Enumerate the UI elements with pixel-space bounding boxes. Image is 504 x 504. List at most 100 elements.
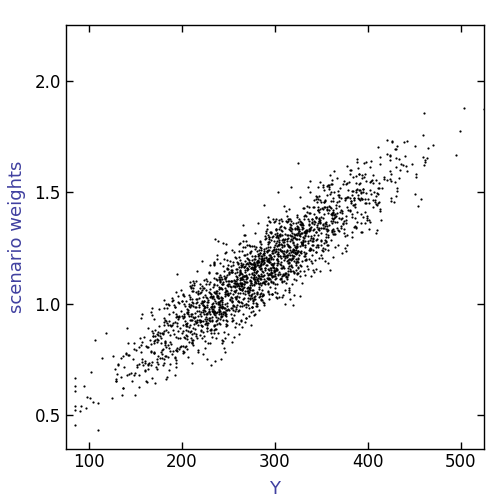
Point [278, 243, 286, 251]
Point [336, 193, 344, 201]
Point [325, 206, 333, 214]
Point [250, 271, 259, 279]
Point [139, 360, 147, 368]
Point [310, 210, 319, 218]
Point [112, 377, 120, 385]
Point [250, 229, 259, 237]
Point [257, 273, 265, 281]
Point [289, 267, 297, 275]
Point [289, 219, 297, 227]
Point [305, 209, 313, 217]
Point [327, 180, 335, 188]
Point [264, 242, 272, 250]
Point [188, 316, 196, 324]
Point [273, 259, 281, 267]
Point [269, 272, 277, 280]
Point [181, 320, 190, 328]
Point [277, 255, 285, 263]
Point [236, 239, 244, 247]
Point [261, 232, 269, 240]
Point [203, 309, 211, 318]
Point [315, 208, 323, 216]
Point [304, 265, 312, 273]
Point [164, 341, 172, 349]
Point [122, 350, 130, 358]
Point [185, 338, 194, 346]
Point [259, 257, 267, 265]
Point [191, 317, 199, 325]
Point [269, 260, 277, 268]
Point [308, 215, 316, 223]
Point [213, 276, 221, 284]
Point [236, 289, 244, 297]
Point [230, 279, 238, 287]
Point [253, 259, 261, 267]
Point [303, 202, 311, 210]
Point [312, 213, 320, 221]
Point [219, 303, 227, 311]
Point [203, 294, 211, 302]
Point [355, 169, 363, 177]
Point [215, 300, 223, 308]
Point [245, 312, 253, 320]
Point [257, 259, 265, 267]
Point [274, 256, 282, 264]
Point [281, 300, 289, 308]
Point [429, 141, 437, 149]
Point [255, 251, 263, 260]
Point [206, 268, 214, 276]
Point [286, 268, 294, 276]
Point [217, 284, 225, 292]
Point [216, 314, 224, 323]
Point [249, 255, 258, 263]
Point [236, 276, 244, 284]
Point [142, 342, 150, 350]
Point [216, 277, 224, 285]
Point [231, 292, 239, 300]
Point [365, 199, 373, 207]
Point [228, 268, 236, 276]
Point [387, 170, 395, 178]
Point [325, 181, 333, 189]
Point [241, 231, 249, 239]
Point [223, 299, 231, 307]
Point [236, 269, 244, 277]
Point [231, 253, 239, 261]
Point [232, 319, 240, 327]
Point [296, 261, 304, 269]
Point [185, 291, 194, 299]
Point [240, 250, 248, 259]
Point [295, 251, 303, 259]
Point [194, 312, 202, 320]
Point [285, 256, 293, 264]
Point [291, 225, 299, 233]
Point [214, 329, 222, 337]
Point [273, 250, 281, 258]
Point [399, 161, 407, 169]
Point [250, 278, 259, 286]
Point [369, 179, 377, 187]
Point [166, 360, 174, 368]
Point [268, 290, 276, 298]
Point [276, 260, 284, 268]
Point [358, 171, 366, 179]
Point [296, 292, 304, 300]
Point [271, 241, 279, 249]
Point [229, 306, 237, 314]
Point [302, 255, 310, 263]
Point [241, 303, 249, 311]
Point [307, 234, 316, 242]
Point [153, 335, 161, 343]
Point [171, 358, 179, 366]
Point [233, 279, 241, 287]
Point [112, 375, 120, 383]
Point [241, 272, 249, 280]
Point [257, 240, 265, 248]
Point [285, 286, 293, 294]
Point [184, 312, 193, 320]
Point [243, 284, 251, 292]
Point [144, 365, 152, 373]
Point [173, 312, 181, 320]
Point [270, 264, 278, 272]
Point [265, 254, 273, 262]
